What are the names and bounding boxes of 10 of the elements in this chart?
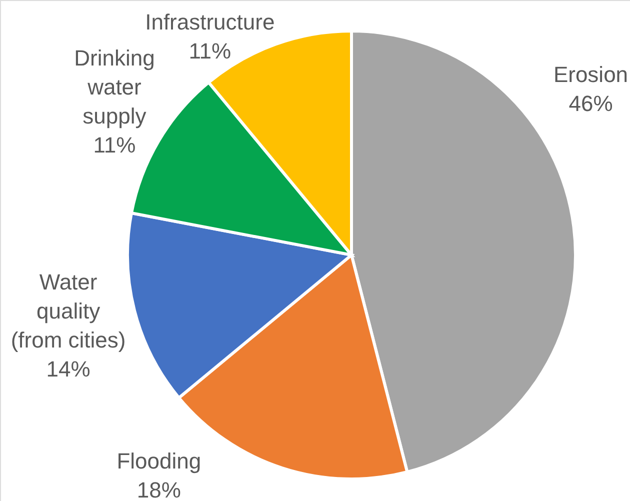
slice-label: Erosion bbox=[553, 62, 628, 87]
data-label: 46% bbox=[568, 90, 613, 116]
data-label: 18% bbox=[136, 477, 181, 501]
slice-label: Infrastructure bbox=[145, 9, 275, 34]
data-label: 11% bbox=[188, 38, 232, 64]
slice-label: Flooding bbox=[116, 448, 202, 474]
data-label: 14% bbox=[46, 356, 90, 382]
slice-label: Drinking water supply bbox=[74, 46, 155, 129]
data-label: 11% bbox=[93, 132, 136, 158]
slice-label: Water quality (from cities) bbox=[10, 270, 126, 353]
